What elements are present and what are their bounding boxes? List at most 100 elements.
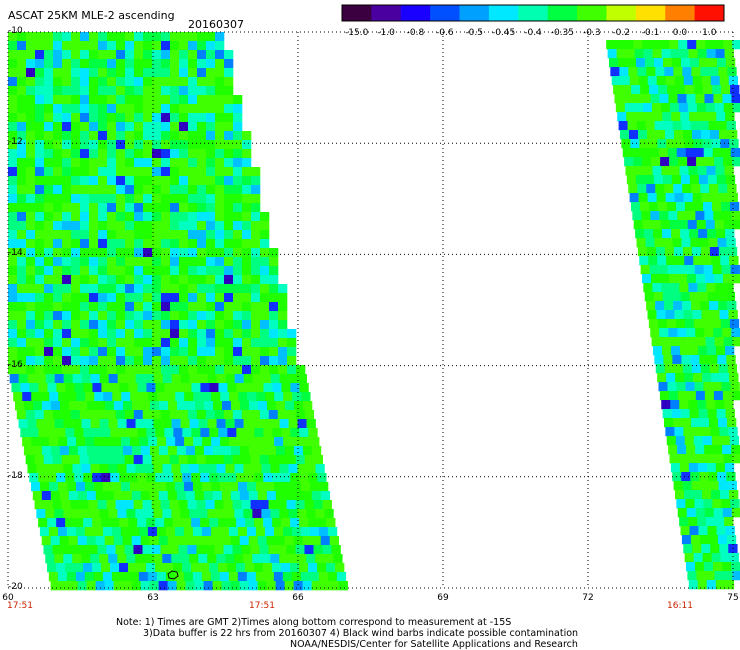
wind-cell [218,518,228,528]
wind-cell [206,257,216,267]
wind-cell [684,436,695,446]
wind-cell [241,455,251,465]
wind-cell [34,500,44,510]
wind-cell [215,149,225,159]
wind-cell [219,527,230,537]
wind-cell [35,122,45,132]
wind-cell [36,419,46,429]
wind-cell [714,337,724,347]
wind-cell [178,410,189,420]
wind-cell [125,293,135,303]
wind-cell [724,580,735,590]
wind-cell [267,401,277,411]
wind-cell [77,536,88,546]
wind-cell [35,41,45,51]
wind-cell [117,464,127,474]
wind-cell [659,391,670,401]
wind-cell [701,427,711,437]
wind-cell [179,50,189,60]
wind-cell [276,401,286,411]
wind-cell [731,445,740,455]
colorbar-tick-label: -0.8 [406,28,425,38]
wind-cell [53,158,63,168]
wind-cell [107,230,117,240]
wind-cell [651,337,661,347]
wind-cell [233,113,243,123]
wind-cell [670,166,680,176]
wind-cell [705,337,715,347]
wind-cell [709,67,719,77]
wind-cell [185,536,196,546]
product-date: 20160307 [188,18,244,31]
wind-cell [17,365,27,375]
wind-cell [292,392,302,402]
wind-cell [125,347,135,357]
wind-cell [646,130,657,140]
wind-cell [86,446,97,456]
wind-cell [643,49,653,59]
wind-cell [658,382,668,392]
wind-cell [278,347,288,357]
wind-cell [194,536,205,546]
wind-cell [655,247,666,257]
wind-cell [300,527,311,537]
wind-cell [97,410,108,420]
wind-cell [242,311,252,321]
wind-cell [71,167,81,177]
wind-cell [44,329,54,339]
wind-cell [686,508,697,518]
wind-cell [104,491,115,501]
wind-cell [304,500,314,510]
wind-cell [26,41,36,51]
wind-cell [89,212,99,222]
wind-cell [257,536,268,546]
wind-cell [98,32,108,42]
wind-cell [680,292,691,302]
wind-cell [263,383,273,393]
wind-cell [224,194,234,204]
wind-cell [295,500,305,510]
wind-cell [718,481,728,491]
wind-cell [200,563,210,573]
wind-cell [224,338,234,348]
wind-cell [98,113,108,123]
wind-cell [225,464,235,474]
wind-cell [215,356,225,366]
wind-cell [728,310,738,320]
wind-cell [712,85,722,95]
wind-cell [128,473,138,483]
wind-cell [116,176,126,186]
wind-cell [116,266,126,276]
wind-cell [161,338,171,348]
wind-cell [142,545,152,555]
wind-cell [106,455,116,465]
wind-cell [44,293,54,303]
wind-cell [631,148,642,158]
wind-cell [637,184,647,194]
wind-cell [224,239,234,249]
wind-cell [209,383,219,393]
wind-cell [107,113,117,123]
wind-cell [706,166,716,176]
wind-cell [134,77,144,87]
wind-cell [71,86,81,96]
wind-cell [146,518,156,528]
wind-cell [26,266,36,276]
wind-cell [215,113,225,123]
wind-cell [158,581,168,591]
wind-cell [251,167,261,177]
wind-cell [125,149,135,159]
wind-cell [107,365,117,375]
wind-cell [230,491,241,501]
wind-cell [89,68,99,78]
wind-cell [197,113,207,123]
wind-cell [720,319,731,329]
wind-cell [731,274,740,284]
wind-cell [61,410,72,420]
wind-cell [662,409,672,419]
wind-cell [642,103,653,113]
wind-cell [292,482,302,492]
wind-cell [661,400,671,410]
wind-cell [699,355,709,365]
wind-cell [197,185,207,195]
